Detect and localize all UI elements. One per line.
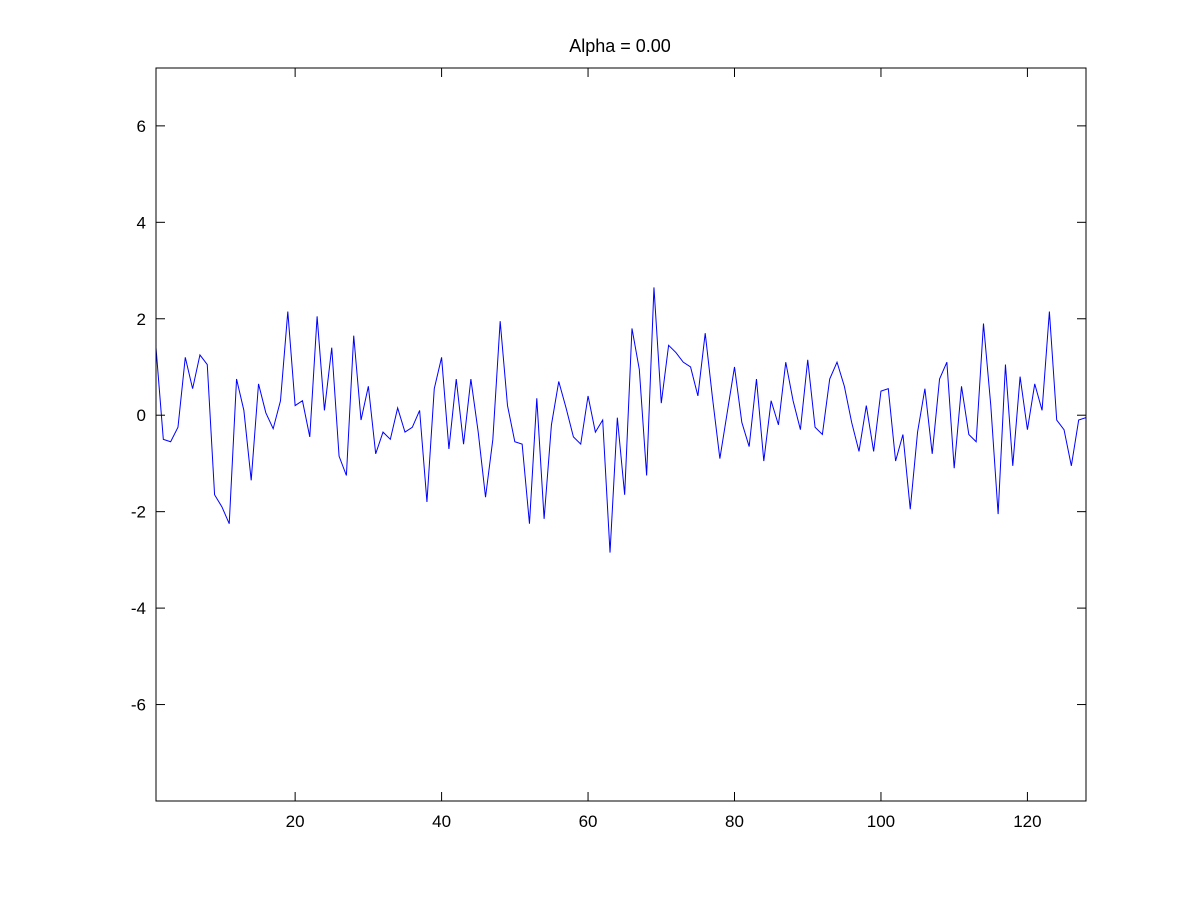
y-tick-label: 6 [137, 117, 146, 136]
axes-frame [155, 67, 1087, 802]
x-tick-label: 40 [432, 812, 451, 831]
y-tick-label: 4 [137, 213, 146, 232]
y-tick-label: -4 [131, 599, 146, 618]
series-line-1 [156, 287, 1086, 553]
x-tick-label: 80 [725, 812, 744, 831]
y-tick-label: 2 [137, 310, 146, 329]
x-tick-label: 120 [1013, 812, 1041, 831]
chart-title: Alpha = 0.00 [569, 36, 671, 56]
x-tick-label: 20 [286, 812, 305, 831]
x-tick-label: 100 [867, 812, 895, 831]
y-tick-label: -6 [131, 696, 146, 715]
axes: 20 40 60 80 100 120 -6 -4 -2 0 2 4 6 [131, 67, 1087, 831]
y-tick-label: -2 [131, 503, 146, 522]
plot-area [156, 287, 1086, 553]
y-tick-label: 0 [137, 406, 146, 425]
x-tick-label: 60 [579, 812, 598, 831]
